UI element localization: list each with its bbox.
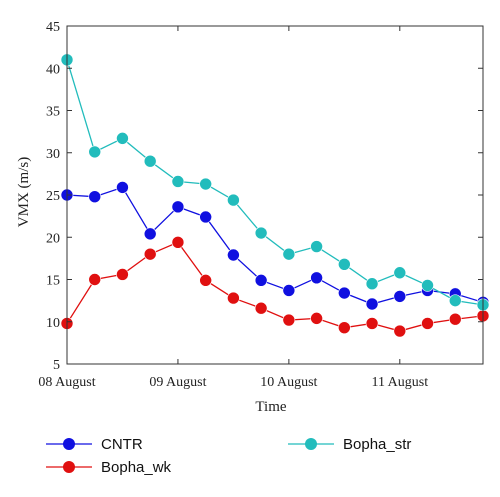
series-line-bopha-str — [66, 59, 484, 306]
data-point-bopha-str — [116, 132, 129, 145]
legend-label-cntr: CNTR — [101, 436, 143, 453]
legend-item-bopha-wk: Bopha_wk — [46, 459, 172, 476]
y-tick-label: 35 — [46, 105, 60, 120]
data-point-bopha-wk — [393, 324, 407, 338]
data-point-cntr — [199, 210, 212, 224]
data-point-bopha-str — [338, 257, 351, 271]
series-line-cntr — [66, 186, 484, 305]
data-point-bopha-wk — [116, 268, 129, 281]
series-bopha-str — [60, 53, 490, 312]
y-tick-label: 25 — [46, 189, 60, 204]
y-tick-label: 15 — [46, 274, 60, 289]
legend-marker-bopha-wk — [63, 461, 75, 473]
data-point-bopha-str — [393, 266, 407, 280]
series-bopha-wk — [60, 236, 490, 338]
data-point-cntr — [393, 290, 407, 303]
x-tick-label: 11 August — [371, 375, 428, 390]
data-point-bopha-wk — [421, 317, 434, 330]
data-point-cntr — [338, 286, 351, 300]
legend: CNTR Bopha_wk Bopha_str — [46, 436, 411, 476]
x-tick-label: 08 August — [38, 375, 95, 390]
data-point-bopha-wk — [171, 236, 185, 249]
data-point-bopha-wk — [365, 317, 379, 330]
data-point-cntr — [254, 274, 268, 287]
series-line-bopha-wk — [66, 241, 484, 332]
y-tick-label: 5 — [53, 358, 60, 373]
x-axis-label: Time — [255, 399, 286, 415]
data-point-bopha-wk — [143, 247, 157, 261]
y-tick-label: 30 — [46, 147, 60, 162]
data-point-bopha-wk — [310, 312, 323, 325]
data-point-bopha-wk — [88, 273, 102, 286]
data-point-bopha-str — [310, 240, 323, 253]
y-axis-label: VMX (m/s) — [16, 157, 32, 227]
plot-area — [60, 53, 490, 338]
plot-frame — [66, 25, 484, 365]
data-point-bopha-str — [254, 226, 268, 240]
legend-marker-cntr — [63, 438, 75, 450]
data-point-cntr — [365, 297, 379, 311]
axes: 5 10 15 20 25 30 35 40 45 08 August 09 August 10 Au… — [38, 20, 484, 390]
x-tick-label: 09 August — [149, 375, 206, 390]
data-point-bopha-str — [365, 277, 379, 291]
data-point-bopha-str — [227, 193, 240, 207]
data-point-bopha-wk — [448, 312, 462, 326]
data-point-bopha-str — [171, 175, 185, 188]
data-point-bopha-str — [143, 154, 157, 168]
data-point-bopha-wk — [338, 321, 351, 334]
data-point-bopha-str — [448, 294, 462, 307]
data-point-cntr — [143, 227, 157, 241]
legend-item-bopha-str: Bopha_str — [288, 436, 411, 453]
y-tick-label: 45 — [46, 20, 60, 35]
data-point-cntr — [171, 200, 185, 214]
legend-label-bopha-wk: Bopha_wk — [101, 459, 172, 476]
data-point-cntr — [116, 181, 129, 194]
data-point-bopha-wk — [227, 291, 240, 305]
legend-marker-bopha-str — [305, 438, 317, 450]
y-tick-label: 20 — [46, 231, 60, 246]
legend-label-bopha-str: Bopha_str — [343, 436, 411, 453]
data-point-bopha-str — [199, 177, 212, 191]
data-point-bopha-str — [282, 247, 296, 261]
y-tick-label: 10 — [46, 316, 60, 331]
data-point-cntr — [88, 190, 102, 203]
data-point-bopha-wk — [254, 301, 268, 315]
x-tick-label: 10 August — [260, 375, 317, 390]
data-point-bopha-wk — [199, 274, 212, 287]
data-point-bopha-wk — [282, 313, 296, 327]
y-tick-label: 40 — [46, 62, 60, 77]
data-point-bopha-str — [421, 279, 434, 292]
data-point-cntr — [310, 271, 323, 285]
legend-item-cntr: CNTR — [46, 436, 143, 453]
data-point-bopha-str — [88, 145, 102, 159]
data-point-cntr — [282, 284, 296, 297]
data-point-cntr — [227, 248, 240, 262]
